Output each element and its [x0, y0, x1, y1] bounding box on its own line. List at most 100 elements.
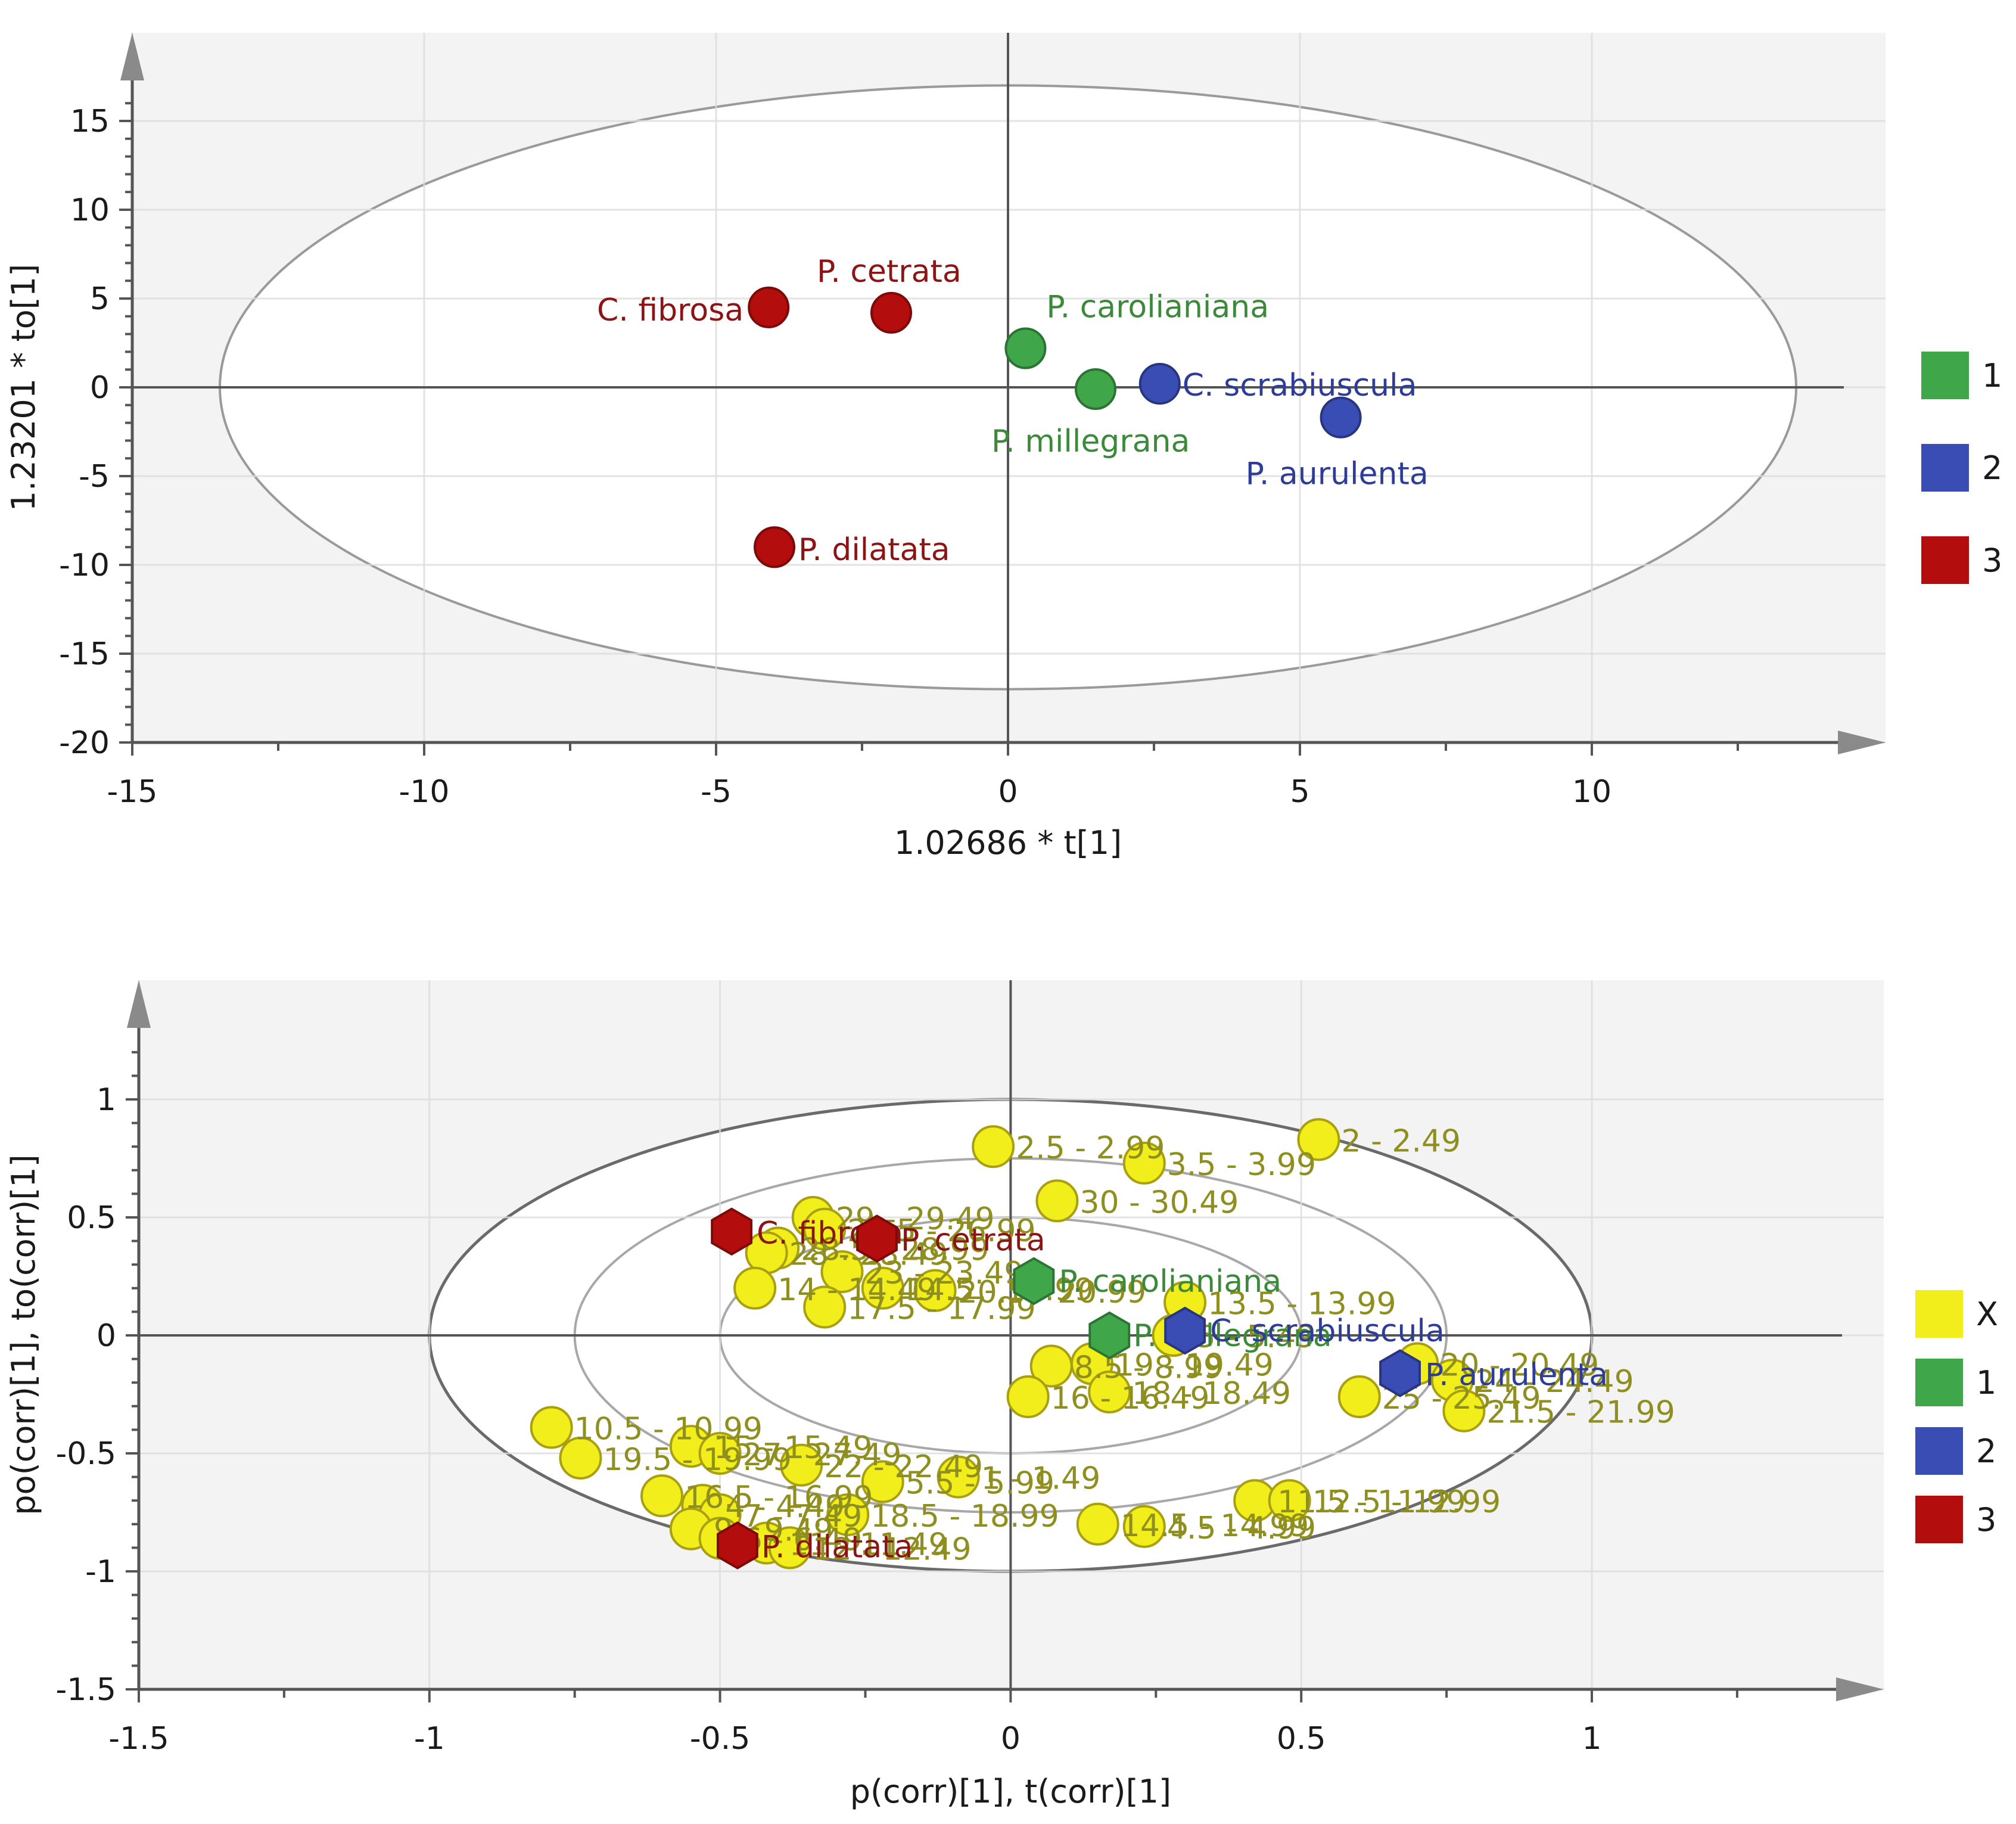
- x-tick-label: 1: [1582, 1721, 1601, 1757]
- variable-point: [803, 1285, 847, 1329]
- variable-point: [640, 1474, 684, 1518]
- variable-label: 14 - 14.49: [777, 1272, 937, 1308]
- legend-label: 1: [1976, 1364, 1996, 1402]
- variable-label: 2.5 - 2.99: [1016, 1130, 1165, 1166]
- variable-label: 18 - 18.49: [1132, 1376, 1291, 1412]
- x-tick-label: -0.5: [690, 1721, 750, 1757]
- observation-point: [856, 1214, 898, 1263]
- variable-label: 5 - 5.49: [1196, 1319, 1316, 1355]
- observation-point: [1320, 396, 1362, 439]
- legend-swatch: [1915, 1427, 1963, 1475]
- variable-label: 27 - 27.49: [743, 1437, 902, 1473]
- variable-point: [861, 1266, 904, 1310]
- variable-label: 17.5 - 17.99: [847, 1291, 1035, 1326]
- observation-label: P. dilatata: [798, 532, 950, 568]
- variable-point: [937, 1455, 980, 1499]
- variable-label: 7 - 7.49: [743, 1499, 863, 1534]
- variable-label: 24 - 24.49: [1475, 1364, 1634, 1400]
- observation-point: [1013, 1257, 1055, 1306]
- variable-point: [768, 1526, 811, 1570]
- observation-label: C. scrabiuscula: [1210, 1313, 1445, 1349]
- observation-point: [748, 286, 790, 328]
- x-tick-label: 0.5: [1277, 1721, 1326, 1757]
- x-tick-label: 5: [1290, 774, 1309, 810]
- legend-label: 2: [1982, 449, 2002, 487]
- chart-panel-1: -15 -10 -5 0 5 10 -20 -15 -10 -5 0 5 10 15 1.02686 * t…: [5, 33, 2002, 862]
- x-tick-label: -1: [414, 1721, 445, 1757]
- variable-label: 4.5 - 4.99: [1167, 1511, 1316, 1546]
- variable-point: [803, 1207, 847, 1251]
- variable-point: [1006, 1375, 1050, 1418]
- variable-label: 4 - 4.49: [725, 1489, 845, 1525]
- variable-point: [1122, 1505, 1166, 1548]
- x-tick-label: -10: [399, 774, 450, 810]
- x-tick-label: 0: [998, 774, 1018, 810]
- legend-label: 3: [1982, 542, 2002, 579]
- y-tick-label: -15: [59, 636, 110, 672]
- variable-label: 8.5 - 8.99: [1074, 1350, 1223, 1385]
- y-tick-label: -1: [85, 1554, 116, 1590]
- x-tick-label: -1.5: [108, 1721, 169, 1757]
- legend-swatch: [1921, 444, 1969, 492]
- y-tick-label: -1.5: [56, 1672, 116, 1708]
- y-tick-label: 5: [90, 281, 110, 317]
- variable-point: [913, 1269, 957, 1312]
- observation-point: [711, 1207, 752, 1256]
- x-axis-title: p(corr)[1], t(corr)[1]: [850, 1773, 1171, 1810]
- y-tick-label: 0: [97, 1318, 116, 1354]
- observation-label: C. scrabiuscula: [1183, 368, 1417, 403]
- variable-point: [530, 1406, 573, 1449]
- observation-label: P. dilatata: [761, 1529, 913, 1565]
- variable-point: [972, 1125, 1015, 1169]
- variable-label: 22 - 22.49: [824, 1449, 983, 1485]
- observation-label: P. millegrana: [991, 424, 1190, 459]
- legend-swatch: [1915, 1496, 1963, 1543]
- y-axis-title: 1.23201 * to[1]: [5, 264, 42, 511]
- y-tick-label: 1: [97, 1082, 116, 1118]
- y-tick-label: -20: [59, 725, 110, 761]
- observation-label: P. aurulenta: [1246, 456, 1429, 492]
- variable-label: 30 - 30.49: [1079, 1185, 1239, 1220]
- variable-point: [1442, 1389, 1486, 1433]
- observation-label: P. carolianiana: [1046, 289, 1269, 325]
- variable-label: 16.5 - 16.99: [685, 1480, 873, 1515]
- observation-point: [870, 291, 912, 334]
- y-tick-label: -10: [59, 548, 110, 583]
- x-axis-arrow: [1836, 1677, 1884, 1701]
- variable-point: [826, 1493, 870, 1536]
- variable-point: [861, 1460, 904, 1503]
- y-tick-label: 15: [70, 104, 110, 139]
- variable-label: 21.5 - 21.99: [1486, 1395, 1675, 1431]
- variable-label: 1 - 1.49: [981, 1461, 1101, 1497]
- y-tick-label: -5: [79, 459, 110, 495]
- variable-point: [780, 1443, 823, 1487]
- variable-label: 23 - 23.49: [864, 1256, 1023, 1291]
- observation-point: [1379, 1349, 1421, 1397]
- x-tick-label: -5: [701, 774, 732, 810]
- x-tick-label: 10: [1572, 774, 1611, 810]
- variable-label: 14.5 - 14.99: [906, 1272, 1094, 1308]
- observation-point: [1075, 368, 1116, 410]
- x-tick-label: 0: [1001, 1721, 1021, 1757]
- legend-label: 2: [1976, 1433, 1996, 1470]
- x-tick-label: -15: [107, 774, 158, 810]
- legend-label: 3: [1976, 1501, 1996, 1539]
- variable-label: 10.5 - 10.99: [574, 1411, 763, 1447]
- variable-label: 16 - 16.49: [1051, 1381, 1210, 1416]
- variable-label: 3.5 - 3.99: [1167, 1147, 1316, 1183]
- observation-label: P. cetrata: [901, 1223, 1046, 1259]
- observation-label: P. aurulenta: [1425, 1357, 1608, 1393]
- variable-point: [1337, 1375, 1381, 1418]
- variable-label: 19 - 19.49: [1115, 1348, 1274, 1384]
- variable-label: 14.5 - 14.99: [1121, 1508, 1309, 1544]
- observation-point: [1138, 363, 1181, 405]
- variable-point: [559, 1436, 602, 1480]
- variable-point: [1297, 1118, 1340, 1161]
- legend-swatch: [1915, 1290, 1963, 1338]
- observation-label: C. fibrosa: [597, 293, 743, 328]
- variable-label: 15 - 15.49: [714, 1430, 873, 1466]
- variable-label: 20 - 20.49: [1440, 1348, 1599, 1384]
- legend-swatch: [1915, 1359, 1963, 1406]
- x-axis-arrow: [1838, 731, 1886, 754]
- variable-label: 19.5 - 19.99: [603, 1442, 791, 1478]
